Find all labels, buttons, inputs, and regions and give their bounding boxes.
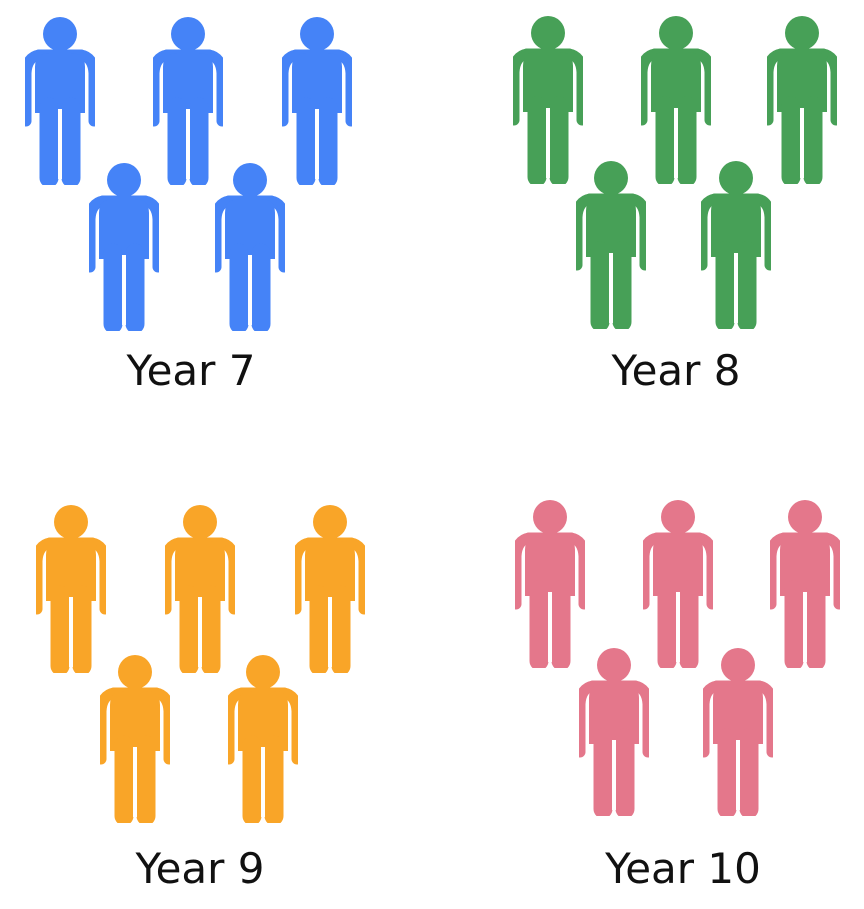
person-icon [277,17,357,188]
person-icon [510,500,590,671]
person-icon [765,500,845,671]
person-icon [210,163,290,334]
person-icon [95,655,175,826]
person-icon [31,505,111,676]
group-label: Year 7 [126,346,256,395]
person-icon [223,655,303,826]
person-icon [20,17,100,188]
person-icon [160,505,240,676]
person-icon [571,161,651,332]
person-icon [698,648,778,819]
person-icon [508,16,588,187]
person-icon [762,16,842,187]
person-icon [636,16,716,187]
group-label: Year 8 [611,346,741,395]
person-icon [290,505,370,676]
group-label: Year 10 [605,844,761,893]
person-icon [84,163,164,334]
person-icon [574,648,654,819]
person-icon [148,17,228,188]
person-icon [638,500,718,671]
group-label: Year 9 [135,844,265,893]
person-icon [696,161,776,332]
